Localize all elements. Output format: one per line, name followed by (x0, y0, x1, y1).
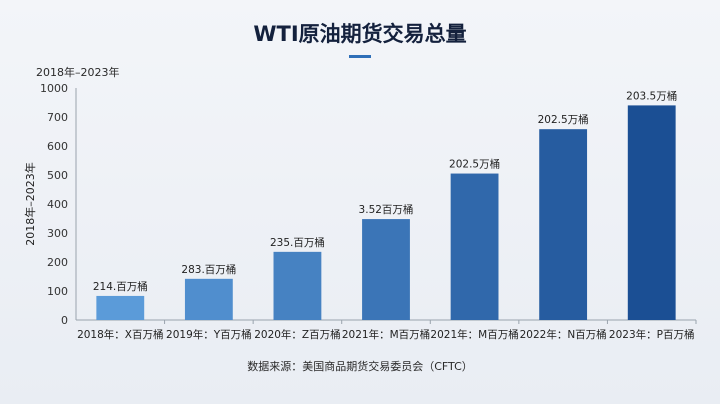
bar-data-label: 202.5万桶 (538, 113, 589, 126)
bar-data-label: 283.百万桶 (181, 263, 236, 276)
bar-data-label: 235.百万桶 (270, 236, 325, 249)
x-category-label: 2019年：Y百万桶 (166, 328, 252, 341)
y-tick-label: 400 (47, 198, 68, 211)
x-category-label: 2022年：N百万桶 (520, 328, 607, 341)
data-source-note: 数据来源：美国商品期货交易委员会（CFTC） (247, 360, 473, 373)
chart-title: WTI原油期货交易总量 (253, 22, 467, 46)
bar-data-label: 203.5万桶 (626, 89, 677, 102)
bar (627, 105, 676, 321)
bar-data-label: 3.52百万桶 (359, 203, 414, 216)
bar-data-label: 202.5万桶 (449, 158, 500, 171)
bar-data-label: 214.百万桶 (93, 280, 148, 293)
bar (184, 278, 233, 320)
bar (539, 129, 588, 320)
x-category-label: 2018年：X百万桶 (77, 328, 163, 341)
y-tick-label: 1000 (40, 82, 68, 95)
x-category-label: 2023年：P百万桶 (609, 328, 695, 341)
bar (362, 219, 410, 320)
x-category-label: 2021年：M百万桶 (430, 328, 518, 341)
y-axis-label: 2018年–2023年 (23, 162, 37, 246)
y-tick-label: 500 (47, 169, 68, 182)
y-tick-label: 600 (47, 140, 68, 153)
chart-subtitle: 2018年–2023年 (36, 66, 120, 79)
y-tick-label: 200 (47, 256, 68, 269)
x-category-label: 2020年：Z百万桶 (254, 328, 340, 341)
bar (450, 173, 499, 320)
bar (96, 295, 145, 320)
y-tick-label: 0 (61, 314, 68, 327)
y-tick-label: 700 (47, 111, 68, 124)
y-tick-label: 300 (47, 227, 68, 240)
x-category-label: 2021年：M百万桶 (342, 328, 430, 341)
y-tick-label: 100 (47, 285, 68, 298)
bar (273, 251, 322, 320)
title-underline (349, 55, 371, 58)
